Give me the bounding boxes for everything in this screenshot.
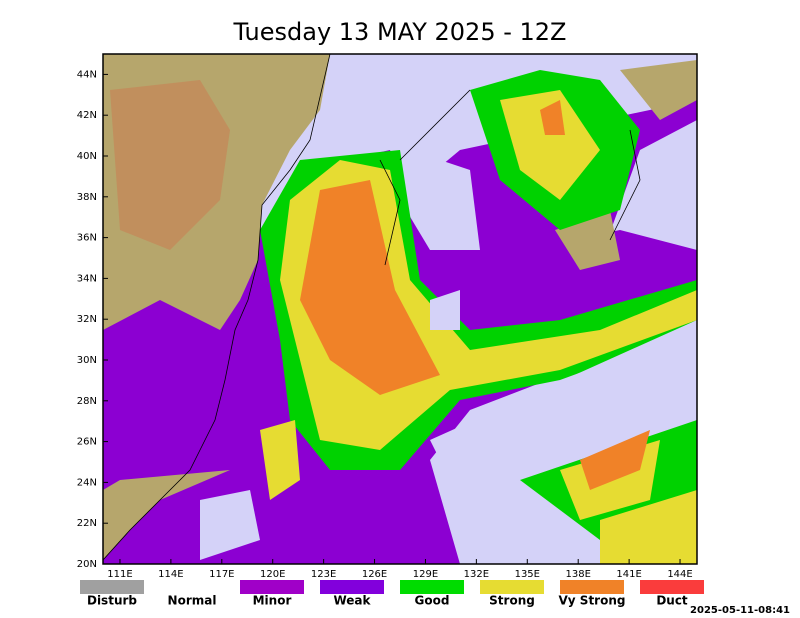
y-tick-label: 44N [77, 69, 97, 80]
y-tick-label: 28N [77, 396, 97, 407]
legend-label: Good [415, 594, 450, 608]
legend-label: Duct [656, 594, 688, 608]
x-tick-label: 117E [209, 569, 234, 580]
legend-swatch [80, 580, 144, 594]
x-tick-label: 120E [260, 569, 285, 580]
y-tick-label: 40N [77, 151, 97, 162]
x-tick-label: 135E [515, 569, 540, 580]
legend-swatch [160, 580, 224, 594]
y-tick-label: 36N [77, 233, 97, 244]
x-tick-label: 138E [565, 569, 590, 580]
x-tick-label: 123E [311, 569, 336, 580]
map-field [103, 54, 697, 564]
x-tick-label: 132E [464, 569, 489, 580]
x-tick-label: 126E [362, 569, 387, 580]
y-tick-label: 26N [77, 437, 97, 448]
x-tick-label: 114E [158, 569, 183, 580]
map-title: Tuesday 13 MAY 2025 - 12Z [233, 18, 567, 46]
legend-label: Normal [168, 594, 217, 608]
legend-label: Weak [333, 594, 371, 608]
y-tick-label: 22N [77, 518, 97, 529]
x-tick-label: 144E [667, 569, 692, 580]
legend-swatch [560, 580, 624, 594]
legend-label: Minor [253, 594, 292, 608]
x-tick-label: 141E [616, 569, 641, 580]
legend-swatch [320, 580, 384, 594]
legend-swatch [640, 580, 704, 594]
timestamp: 2025-05-11-08:41 [690, 605, 790, 616]
map-frame [102, 53, 698, 565]
y-tick-label: 30N [77, 355, 97, 366]
y-tick-label: 42N [77, 110, 97, 121]
y-tick-label: 38N [77, 192, 97, 203]
legend-swatch [240, 580, 304, 594]
legend-label: Disturb [87, 594, 137, 608]
legend-label: Vy Strong [559, 594, 626, 608]
y-tick-label: 20N [77, 559, 97, 570]
legend-label: Strong [489, 594, 535, 608]
legend-swatch [480, 580, 544, 594]
y-tick-label: 24N [77, 477, 97, 488]
x-tick-label: 129E [413, 569, 438, 580]
x-tick-label: 111E [107, 569, 132, 580]
y-tick-label: 34N [77, 273, 97, 284]
y-tick-label: 32N [77, 314, 97, 325]
legend-swatch [400, 580, 464, 594]
